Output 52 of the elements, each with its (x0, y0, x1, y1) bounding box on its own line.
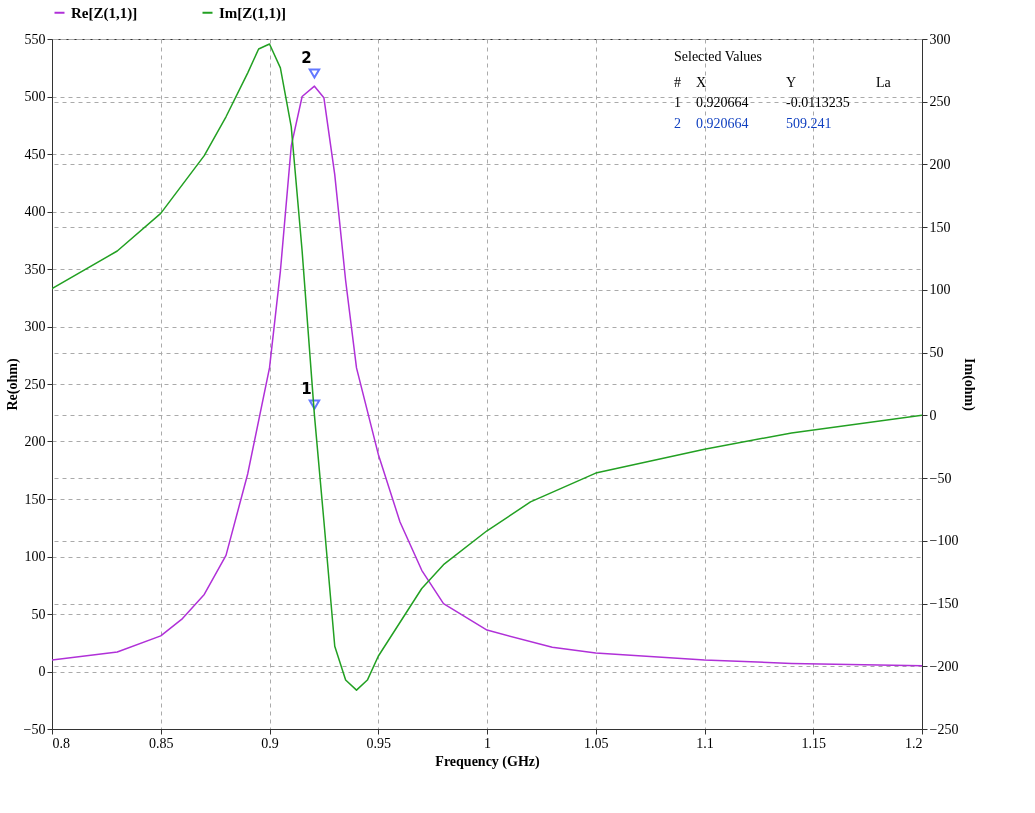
x-tick-label: 1.1 (696, 735, 714, 751)
y-tick-label: 150 (24, 491, 46, 507)
annotation: 0.920664 (696, 95, 749, 110)
legend-label: Im[Z(1,1)] (219, 4, 287, 22)
y2-tick-label: −250 (929, 721, 959, 737)
annotation: Y (786, 75, 797, 90)
y-tick-label: 0 (38, 664, 46, 679)
x-tick-label: 1.15 (801, 735, 826, 751)
y2-tick-label: −50 (929, 470, 952, 486)
legend-label: Re[Z(1,1)] (71, 4, 138, 22)
x-tick-label: 0.9 (261, 735, 279, 751)
x-axis-title: Frequency (GHz) (435, 753, 540, 770)
y-axis-title: Re(ohm) (4, 358, 21, 411)
y2-tick-label: 0 (929, 407, 937, 423)
x-tick-label: 0.95 (366, 735, 391, 751)
y2-tick-label: 150 (929, 219, 951, 235)
annotation: La (876, 75, 892, 90)
x-tick-label: 1 (484, 735, 491, 751)
annotation: 1 (301, 379, 312, 398)
y-tick-label: 400 (24, 204, 46, 219)
annotation: # (674, 75, 681, 90)
y-tick-label: 50 (31, 606, 46, 622)
y-tick-label: 200 (24, 434, 46, 449)
y2-tick-label: −150 (929, 596, 959, 612)
y-tick-label: 550 (24, 31, 46, 47)
y-tick-label: 500 (24, 89, 46, 104)
y-tick-label: −50 (23, 721, 46, 737)
x-tick-label: 1.05 (584, 735, 609, 751)
y-tick-label: 250 (24, 376, 46, 392)
annotation: X (696, 75, 707, 90)
y2-axis-title: Im(ohm) (961, 358, 978, 412)
annotation: 0.920664 (696, 116, 749, 131)
y-tick-label: 450 (24, 146, 46, 162)
annotation: 1 (674, 95, 681, 110)
y2-tick-label: −100 (929, 533, 959, 549)
y-tick-label: 100 (24, 549, 46, 564)
y2-tick-label: 200 (929, 156, 951, 172)
y2-tick-label: 50 (929, 345, 944, 361)
annotation: 2 (301, 48, 312, 67)
annotation: Selected Values (674, 49, 762, 64)
annotation: -0.0113235 (786, 95, 850, 110)
y-tick-label: 350 (24, 261, 46, 277)
y2-tick-label: −200 (929, 658, 959, 674)
x-tick-label: 0.8 (52, 735, 70, 751)
y-tick-label: 300 (24, 319, 46, 334)
annotation: 2 (674, 116, 681, 131)
x-tick-label: 0.85 (149, 735, 174, 751)
y2-tick-label: 300 (929, 31, 951, 47)
x-tick-label: 1.2 (905, 735, 923, 751)
y2-tick-label: 100 (929, 282, 951, 298)
annotation: 509.241 (786, 116, 832, 131)
y2-tick-label: 250 (929, 94, 951, 110)
